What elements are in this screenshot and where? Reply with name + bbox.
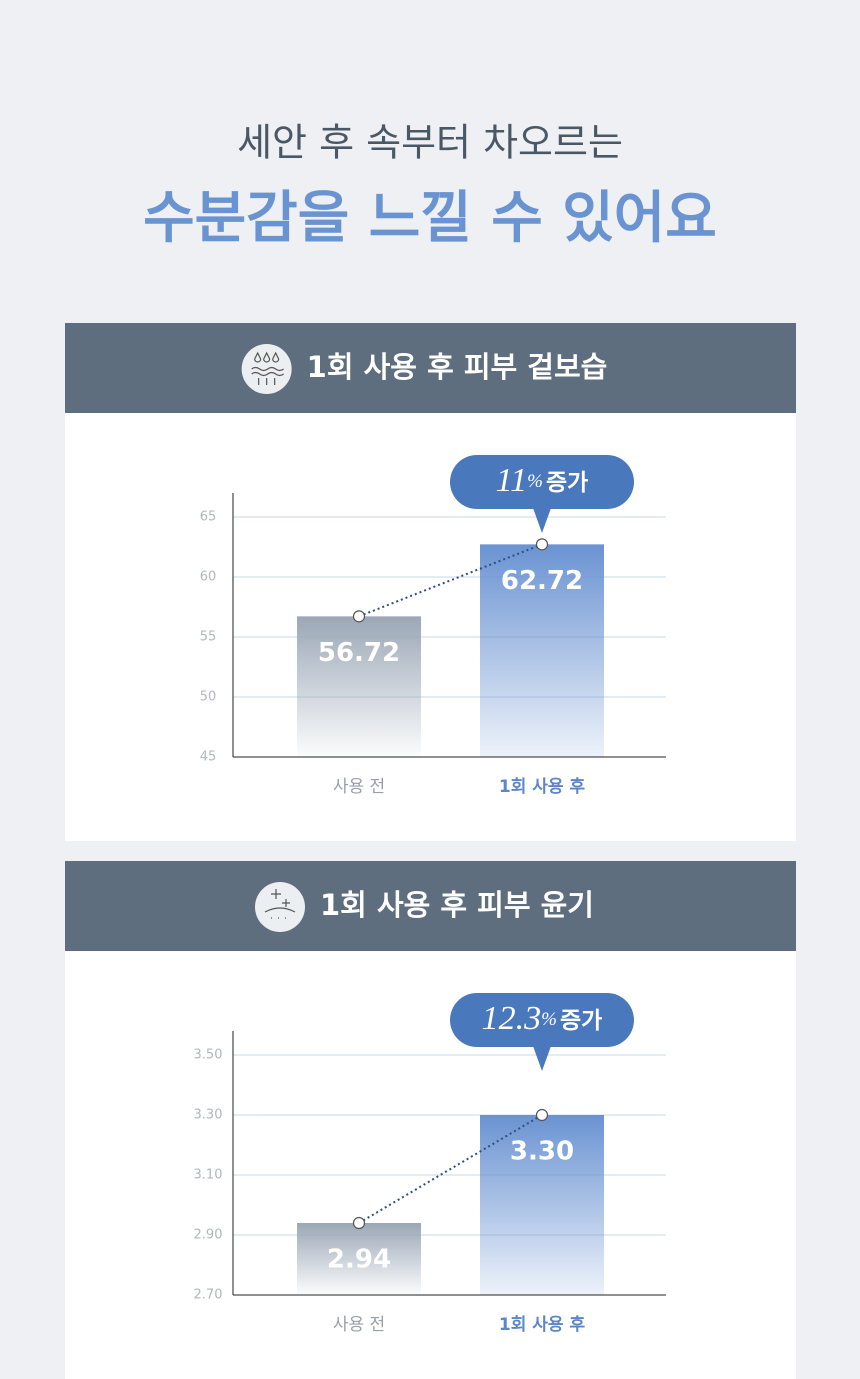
callout-text: 12.3% 증가	[482, 1000, 603, 1037]
point	[535, 1108, 549, 1122]
callout-label: 증가	[546, 470, 588, 496]
callout-number: 11	[496, 462, 527, 499]
y-tick-label: 55	[200, 630, 217, 645]
y-tick-label: 60	[200, 570, 217, 585]
y-tick-label: 3.50	[194, 1048, 223, 1063]
y-tick-label: 3.30	[194, 1108, 223, 1123]
y-tick-label: 2.90	[194, 1228, 223, 1243]
headline: 세안 후 속부터 차오르는	[237, 121, 623, 165]
panel-title: 1회 사용 후 피부 겉보습	[307, 350, 608, 384]
value-label: 56.72	[318, 638, 400, 668]
icon-glyph	[251, 351, 285, 385]
bar	[480, 544, 604, 757]
bar	[480, 1115, 604, 1295]
value-label: 62.72	[501, 566, 583, 596]
y-tick-label: 50	[200, 690, 217, 705]
value-label: 2.94	[327, 1245, 391, 1275]
callout-number: 12.3	[482, 1000, 542, 1037]
icon-glyph	[264, 889, 296, 919]
y-tick-label: 3.10	[194, 1168, 223, 1183]
x-tick-label: 사용 전	[333, 777, 385, 797]
bar	[297, 1223, 421, 1295]
headline-emphasis: 수분감을 느낄 수 있어요	[143, 186, 717, 251]
panel-header	[65, 861, 796, 951]
icon	[254, 882, 305, 932]
x-tick-label: 1회 사용 후	[499, 1314, 586, 1335]
callout-unit: %	[527, 471, 543, 492]
trend-line	[358, 1114, 543, 1224]
panel-body	[65, 413, 796, 841]
panel-title: 1회 사용 후 피부 윤기	[320, 888, 594, 922]
x-tick-label: 사용 전	[333, 1315, 385, 1335]
callout-text: 11% 증가	[496, 462, 589, 499]
point	[535, 538, 549, 551]
panel-body	[65, 951, 796, 1379]
callout-label: 증가	[560, 1008, 602, 1034]
y-tick-label: 45	[200, 750, 217, 765]
callout-pointer	[533, 508, 551, 533]
value-label: 3.30	[510, 1137, 574, 1167]
callout	[450, 993, 634, 1047]
point	[352, 1216, 366, 1230]
callout	[450, 455, 634, 509]
y-tick-label: 65	[200, 510, 217, 525]
x-tick-label: 1회 사용 후	[499, 776, 586, 797]
callout-pointer	[533, 1046, 551, 1071]
bar	[297, 616, 421, 757]
y-tick-label: 2.70	[194, 1288, 223, 1303]
panel-header	[65, 323, 796, 413]
callout-unit: %	[541, 1009, 557, 1030]
point	[352, 610, 366, 623]
